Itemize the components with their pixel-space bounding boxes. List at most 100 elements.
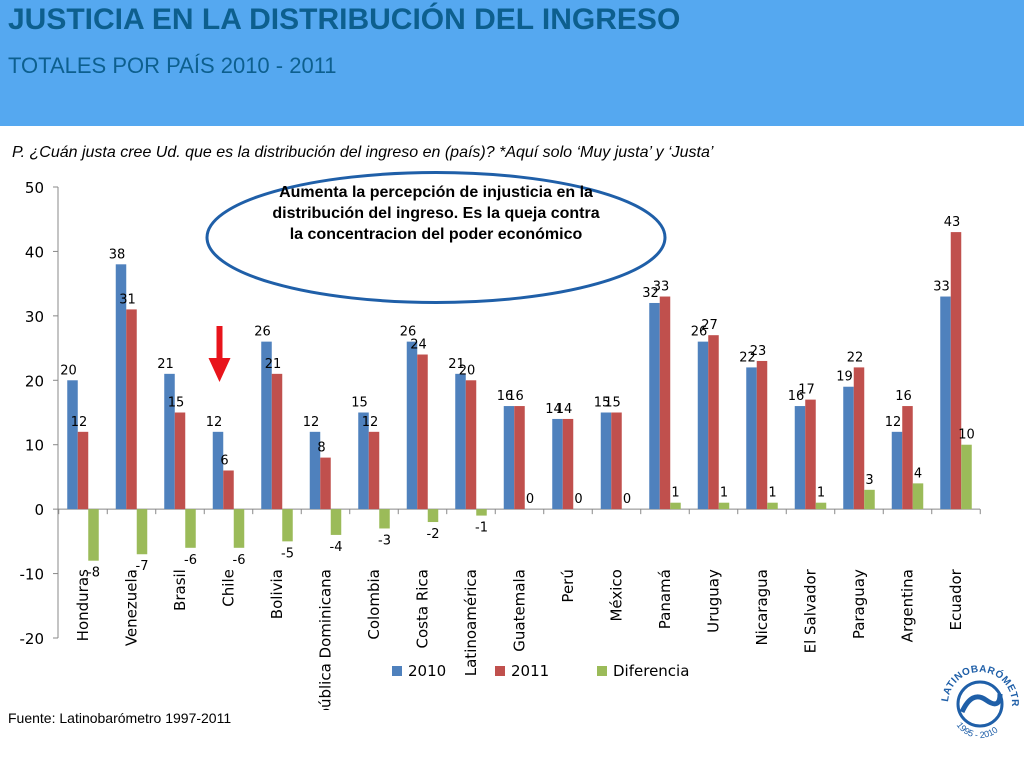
bar-2010-3 xyxy=(164,373,175,510)
red-arrow-head xyxy=(208,358,231,382)
category-label-6: República Dominicana xyxy=(317,569,335,710)
value-label-diferencia-9: -1 xyxy=(475,521,488,536)
bar-diferencia-1 xyxy=(88,509,99,561)
value-label-2011-18: 16 xyxy=(895,389,912,404)
y-tick-label: 40 xyxy=(25,243,44,261)
value-label-diferencia-16: 1 xyxy=(817,486,825,501)
y-tick-label: 10 xyxy=(25,437,44,455)
bar-chart: -20-10010203040502012-8Honduras3831-7Ven… xyxy=(20,179,981,710)
value-label-2010-16: 16 xyxy=(788,389,805,404)
category-label-3: Brasil xyxy=(171,569,189,611)
bar-2010-11 xyxy=(552,418,563,510)
survey-question: P. ¿Cuán justa cree Ud. que es la distri… xyxy=(12,144,714,161)
bar-2010-7 xyxy=(358,412,369,510)
category-label-18: Argentina xyxy=(899,569,917,642)
category-label-15: Nicaragua xyxy=(753,569,771,645)
value-label-diferencia-7: -3 xyxy=(378,533,391,548)
value-label-2010-9: 21 xyxy=(448,357,465,372)
value-label-2011-9: 20 xyxy=(459,363,476,378)
value-label-diferencia-17: 3 xyxy=(865,473,873,488)
value-label-diferencia-8: -2 xyxy=(427,527,440,542)
value-label-2010-11: 14 xyxy=(545,402,562,417)
bar-diferencia-18 xyxy=(912,483,924,510)
value-label-diferencia-11: 0 xyxy=(574,492,582,507)
value-label-2011-7: 12 xyxy=(362,415,379,430)
bar-2011-2 xyxy=(126,309,137,510)
bar-2010-16 xyxy=(794,406,806,510)
red-arrow-shaft xyxy=(216,326,223,360)
legend-label-2010: 2010 xyxy=(408,662,446,680)
category-label-1: Honduras xyxy=(74,569,92,641)
bar-diferencia-17 xyxy=(864,489,875,510)
value-label-diferencia-18: 4 xyxy=(914,466,922,481)
bar-2011-11 xyxy=(562,418,574,510)
value-label-2010-10: 16 xyxy=(497,389,514,404)
value-label-diferencia-3: -6 xyxy=(184,553,197,568)
value-label-2010-4: 12 xyxy=(206,415,223,430)
bar-2010-2 xyxy=(115,264,127,510)
value-label-2010-13: 32 xyxy=(642,286,659,301)
category-label-14: Uruguay xyxy=(705,569,723,633)
value-label-2011-6: 8 xyxy=(317,441,325,456)
value-label-diferencia-15: 1 xyxy=(768,486,776,501)
value-label-2010-2: 38 xyxy=(109,247,126,262)
value-label-2011-3: 15 xyxy=(168,396,185,411)
bar-2010-14 xyxy=(697,341,709,510)
value-label-2011-13: 33 xyxy=(653,280,670,295)
bar-2010-9 xyxy=(455,373,466,510)
bar-2010-12 xyxy=(600,412,612,510)
value-label-2011-10: 16 xyxy=(507,389,524,404)
value-label-2011-17: 22 xyxy=(847,350,864,365)
value-label-2010-5: 26 xyxy=(254,325,271,340)
bar-2011-19 xyxy=(950,232,962,510)
bar-2011-17 xyxy=(853,367,865,510)
bar-diferencia-13 xyxy=(670,502,681,510)
value-label-2010-18: 12 xyxy=(885,415,902,430)
category-label-9: Latinoamérica xyxy=(462,569,480,676)
legend-swatch-2011 xyxy=(495,666,505,676)
bar-2011-4 xyxy=(223,470,234,510)
value-label-2010-6: 12 xyxy=(303,415,320,430)
page-title: JUSTICIA EN LA DISTRIBUCIÓN DEL INGRESO xyxy=(8,3,681,36)
value-label-2010-8: 26 xyxy=(400,325,417,340)
bar-diferencia-6 xyxy=(330,509,342,535)
bar-diferencia-4 xyxy=(233,509,245,548)
value-label-2011-8: 24 xyxy=(410,338,427,353)
category-label-17: Paraguay xyxy=(850,569,868,639)
y-tick-label: 20 xyxy=(25,372,44,390)
category-label-12: México xyxy=(608,569,626,621)
value-label-diferencia-5: -5 xyxy=(281,546,294,561)
bar-2010-13 xyxy=(649,302,660,510)
value-label-2011-12: 15 xyxy=(604,396,621,411)
bar-2010-5 xyxy=(261,341,272,510)
value-label-2010-19: 33 xyxy=(933,280,950,295)
legend-swatch-diferencia xyxy=(597,666,607,676)
bar-2011-18 xyxy=(902,406,913,510)
callout-ellipse xyxy=(205,171,667,304)
value-label-2011-15: 23 xyxy=(750,344,767,359)
value-label-diferencia-1: -8 xyxy=(87,566,100,581)
header-band: JUSTICIA EN LA DISTRIBUCIÓN DEL INGRESO … xyxy=(0,0,1024,126)
bar-2011-7 xyxy=(368,431,380,510)
value-label-2010-17: 19 xyxy=(836,370,853,385)
value-label-diferencia-10: 0 xyxy=(526,492,534,507)
y-tick-label: -10 xyxy=(20,566,45,584)
category-label-4: Chile xyxy=(220,569,238,607)
bar-2011-16 xyxy=(805,399,816,510)
bar-diferencia-15 xyxy=(767,502,778,510)
category-label-13: Panamá xyxy=(656,569,674,629)
bar-diferencia-7 xyxy=(379,509,390,529)
category-label-8: Costa Rica xyxy=(414,569,432,648)
bar-diferencia-5 xyxy=(282,509,293,542)
value-label-2010-12: 15 xyxy=(594,396,611,411)
bar-diferencia-14 xyxy=(718,502,730,510)
bar-2010-10 xyxy=(503,406,515,510)
value-label-diferencia-2: -7 xyxy=(136,559,149,574)
category-label-16: El Salvador xyxy=(802,568,820,653)
y-tick-label: 30 xyxy=(25,308,44,326)
page-subtitle: TOTALES POR PAÍS 2010 - 2011 xyxy=(8,53,337,78)
bar-diferencia-2 xyxy=(136,509,148,555)
bar-2010-6 xyxy=(309,431,321,510)
bar-2010-19 xyxy=(940,296,951,510)
value-label-2011-11: 14 xyxy=(556,402,573,417)
